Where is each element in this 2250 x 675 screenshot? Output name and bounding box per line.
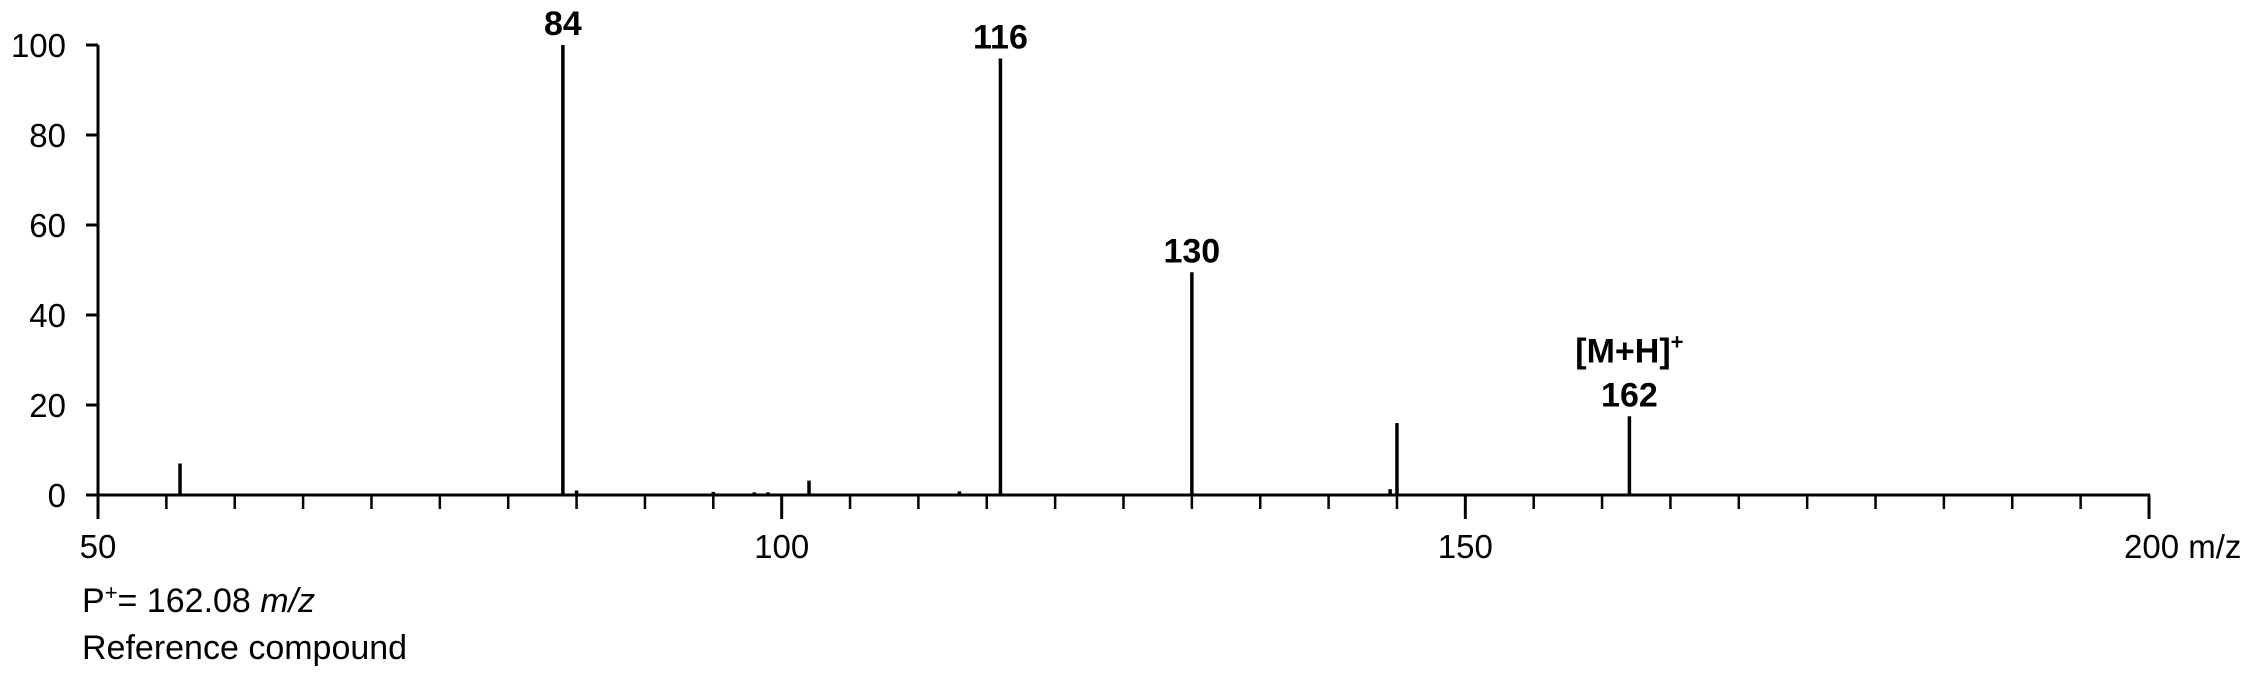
y-tick-label: 0	[48, 477, 66, 514]
parent-ion-symbol: P	[82, 582, 105, 620]
parent-ion-caption: P+= 162.08 m/z	[82, 581, 315, 621]
peak-label: 130	[1163, 232, 1220, 270]
peak-labels: 84 116 130 [M+H]+ 162	[544, 5, 1684, 414]
parent-ion-charge: +	[104, 580, 118, 605]
y-tick-label: 80	[29, 117, 66, 154]
parent-ion-value: = 162.08	[117, 582, 261, 620]
spectrum-peaks	[178, 45, 1632, 495]
peak-label: 162	[1601, 376, 1658, 414]
chart-subtitle: Reference compound	[82, 629, 408, 667]
x-tick-label: 200 m/z	[2124, 528, 2241, 565]
y-tick-label: 60	[29, 207, 66, 244]
x-tick-label: 50	[80, 528, 117, 565]
y-tick-label: 100	[11, 27, 66, 64]
peak-label: [M+H]+	[1575, 329, 1683, 370]
y-tick-label: 40	[29, 297, 66, 334]
x-tick-label: 150	[1438, 528, 1493, 565]
y-tick-label: 20	[29, 387, 66, 424]
peak-label: 116	[973, 19, 1028, 57]
x-tick-label: 100	[754, 528, 809, 565]
chart-axes: 0 20 40 60 80 100 50 100 150 200 m/z	[11, 27, 2241, 565]
peak-label: 84	[544, 5, 582, 43]
peak-label-charge: +	[1671, 329, 1684, 354]
parent-ion-unit: m/z	[260, 582, 316, 620]
